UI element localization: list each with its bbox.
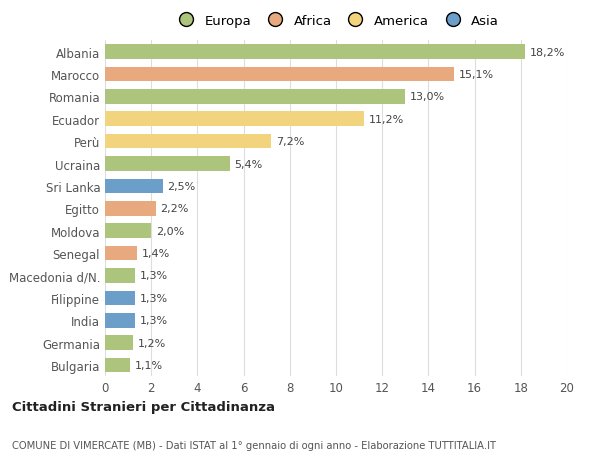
Text: 13,0%: 13,0% (410, 92, 445, 102)
Text: 1,3%: 1,3% (140, 293, 168, 303)
Bar (105, 90, 406, 104)
Bar (105, 246, 137, 261)
Bar (105, 134, 271, 149)
Text: 5,4%: 5,4% (235, 159, 263, 169)
Text: 2,5%: 2,5% (167, 181, 196, 191)
Bar (105, 313, 135, 328)
Text: 1,4%: 1,4% (142, 248, 170, 258)
Bar (105, 202, 156, 216)
Text: 11,2%: 11,2% (368, 114, 404, 124)
Bar (105, 336, 133, 350)
Bar (105, 67, 454, 82)
Legend: Europa, Africa, America, Asia: Europa, Africa, America, Asia (173, 15, 499, 28)
Text: 1,2%: 1,2% (137, 338, 166, 348)
Bar (105, 179, 163, 194)
Text: 7,2%: 7,2% (276, 137, 304, 147)
Text: Cittadini Stranieri per Cittadinanza: Cittadini Stranieri per Cittadinanza (12, 400, 275, 413)
Text: 1,1%: 1,1% (135, 360, 163, 370)
Text: COMUNE DI VIMERCATE (MB) - Dati ISTAT al 1° gennaio di ogni anno - Elaborazione : COMUNE DI VIMERCATE (MB) - Dati ISTAT al… (12, 440, 496, 450)
Text: 1,3%: 1,3% (140, 271, 168, 281)
Bar (105, 45, 526, 60)
Bar (105, 291, 135, 305)
Bar (105, 224, 151, 238)
Text: 15,1%: 15,1% (458, 70, 494, 80)
Bar (105, 269, 135, 283)
Text: 1,3%: 1,3% (140, 315, 168, 325)
Bar (105, 157, 230, 171)
Bar (105, 112, 364, 127)
Text: 18,2%: 18,2% (530, 47, 565, 57)
Text: 2,2%: 2,2% (160, 204, 189, 214)
Text: 2,0%: 2,0% (156, 226, 184, 236)
Bar (105, 358, 130, 372)
